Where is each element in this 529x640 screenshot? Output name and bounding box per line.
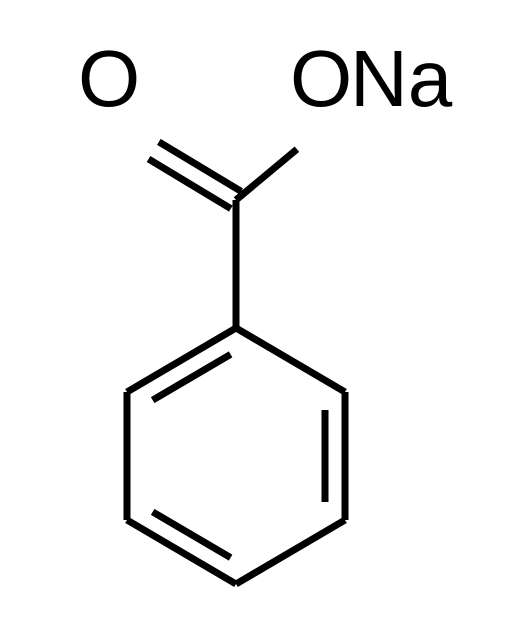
- bond-line: [236, 520, 345, 584]
- atom-label-Na: Na: [350, 34, 453, 123]
- bond-line: [159, 142, 241, 192]
- molecule-diagram: OONa: [0, 0, 529, 640]
- bond-line: [236, 328, 345, 392]
- bond-line: [149, 159, 231, 209]
- bond-line: [153, 354, 231, 400]
- bond-line: [236, 149, 297, 200]
- atom-label-O_right: O: [290, 34, 352, 123]
- atom-label-O_left: O: [78, 34, 140, 123]
- bond-line: [153, 512, 231, 558]
